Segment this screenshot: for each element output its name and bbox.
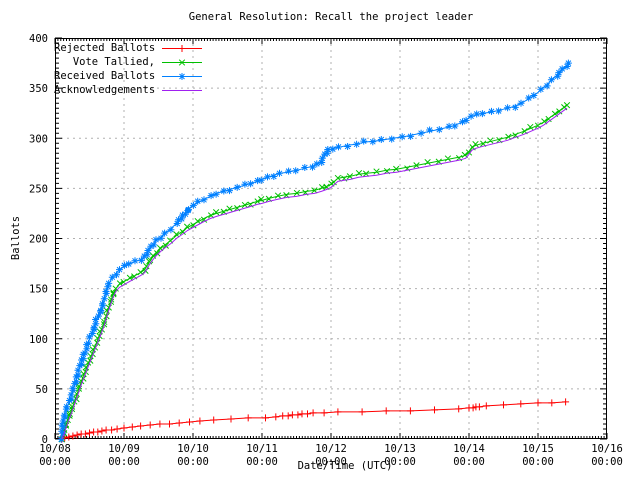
legend-item-acknowledgements: Acknowledgements [54, 83, 203, 97]
legend-sample-received-ballots [161, 70, 203, 83]
legend: Rejected Ballots Vote Tallied, Received … [54, 41, 203, 97]
legend-line-received-ballots [162, 72, 202, 80]
legend-line-vote-tallied [162, 58, 202, 66]
series-line-acknowledgements [61, 107, 568, 440]
legend-line-rejected-ballots [162, 44, 202, 52]
axis-ticks [54, 37, 608, 440]
y-tick-label: 0 [42, 434, 48, 446]
series-markers-rejected-ballots [58, 398, 570, 443]
legend-item-rejected-ballots: Rejected Ballots [54, 41, 203, 55]
grid-lines [55, 38, 607, 439]
y-tick-label: 300 [29, 133, 48, 145]
legend-item-received-ballots: Received Ballots [54, 69, 203, 83]
series-line-rejected-ballots [61, 401, 566, 440]
x-tick-label: 10/12 00:00 [315, 443, 347, 468]
series-line-received-ballots [60, 62, 569, 440]
chart-title: General Resolution: Recall the project l… [188, 11, 474, 23]
y-tick-label: 400 [29, 33, 48, 45]
legend-sample-acknowledgements [161, 84, 203, 97]
x-tick-label: 10/13 00:00 [384, 443, 416, 468]
y-tick-label: 150 [29, 284, 48, 296]
legend-label-rejected-ballots: Rejected Ballots [54, 42, 156, 54]
y-tick-label: 200 [29, 234, 48, 246]
x-tick-label: 10/15 00:00 [522, 443, 554, 468]
x-tick-label: 10/09 00:00 [108, 443, 140, 468]
legend-sample-rejected-ballots [161, 42, 203, 55]
x-axis-label: Date/Time (UTC) [297, 460, 393, 472]
legend-item-vote-tallied: Vote Tallied, [54, 55, 203, 69]
legend-label-vote-tallied: Vote Tallied, [72, 56, 155, 68]
legend-sample-vote-tallied [161, 56, 203, 69]
y-tick-label: 250 [29, 183, 48, 195]
legend-label-acknowledgements: Acknowledgements [54, 84, 156, 96]
x-tick-label: 10/16 00:00 [591, 443, 623, 468]
x-tick-label: 10/11 00:00 [246, 443, 278, 468]
y-tick-label: 50 [35, 384, 48, 396]
series-markers-vote-tallied [58, 102, 571, 443]
y-axis-label: Ballots [10, 215, 22, 261]
x-tick-label: 10/14 00:00 [453, 443, 485, 468]
legend-label-received-ballots: Received Ballots [54, 70, 156, 82]
series-markers-received-ballots [57, 59, 572, 443]
x-tick-label: 10/08 00:00 [39, 443, 71, 468]
y-tick-label: 350 [29, 83, 48, 95]
y-tick-label: 100 [29, 334, 48, 346]
x-tick-label: 10/10 00:00 [177, 443, 209, 468]
